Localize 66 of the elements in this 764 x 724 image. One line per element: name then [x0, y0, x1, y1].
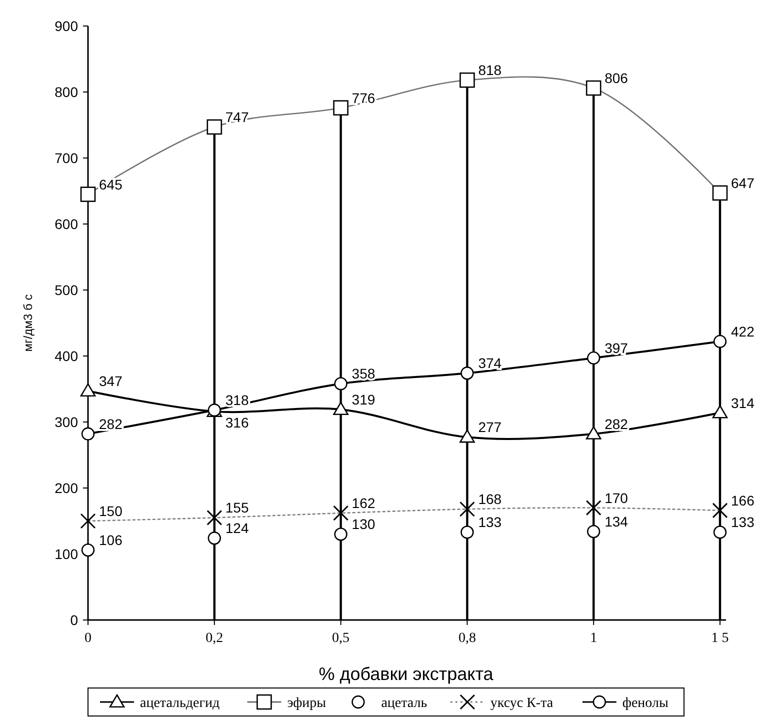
- point: [81, 427, 95, 440]
- data-label: 134: [604, 514, 628, 530]
- point: [587, 524, 600, 538]
- y-tick-label: 600: [54, 216, 78, 232]
- point: [334, 377, 348, 390]
- point: [713, 334, 727, 348]
- x-tick-label: 0,2: [206, 631, 224, 646]
- data-label: 647: [731, 174, 755, 191]
- point: [334, 528, 348, 541]
- y-tick-label: 200: [54, 480, 78, 496]
- data-label: 166: [731, 492, 755, 508]
- y-tick-label: 300: [54, 414, 78, 430]
- data-label: 747: [225, 108, 249, 125]
- data-label: 314: [731, 394, 755, 411]
- point: [81, 543, 95, 557]
- point: [460, 366, 474, 380]
- y-tick-label: 800: [54, 84, 78, 100]
- data-label: 124: [225, 520, 249, 536]
- x-tick-label: 0,8: [458, 631, 476, 646]
- legend-label: эфиры: [287, 696, 327, 711]
- data-label: 374: [478, 355, 502, 372]
- data-label: 282: [604, 416, 628, 432]
- data-label: 170: [604, 490, 628, 506]
- data-label: 319: [352, 391, 376, 408]
- data-label: 776: [352, 90, 376, 106]
- data-label: 806: [604, 70, 628, 86]
- y-tick-label: 900: [54, 18, 78, 34]
- legend-label: ацеталь: [381, 696, 428, 711]
- x-tick-label: 1: [590, 631, 598, 646]
- y-tick-label: 700: [54, 150, 78, 166]
- y-tick-label: 400: [54, 348, 78, 364]
- data-label: 397: [604, 340, 628, 356]
- data-label: 155: [225, 500, 249, 516]
- data-label: 130: [352, 516, 376, 532]
- point: [586, 426, 602, 440]
- point: [208, 532, 221, 545]
- point: [713, 526, 727, 539]
- point: [333, 402, 348, 416]
- legend-label: уксус К-та: [490, 696, 554, 711]
- data-label: 347: [99, 372, 123, 389]
- data-label: 358: [352, 366, 376, 382]
- data-label: 150: [99, 503, 123, 519]
- point: [460, 430, 475, 443]
- data-label: 162: [352, 495, 376, 512]
- legend-label: фенолы: [622, 696, 669, 711]
- point: [460, 526, 474, 539]
- data-label: 818: [478, 62, 502, 78]
- y-axis-title: мг/дм3 б с: [21, 294, 35, 352]
- data-label: 422: [731, 323, 755, 340]
- data-label: 277: [478, 419, 502, 436]
- data-label: 133: [478, 514, 502, 530]
- y-tick-label: 500: [54, 282, 78, 298]
- data-label: 106: [99, 532, 123, 548]
- data-label: 133: [731, 514, 755, 530]
- point: [587, 351, 600, 365]
- y-tick-label: 0: [70, 612, 78, 628]
- data-label: 316: [225, 414, 249, 430]
- point: [712, 405, 728, 418]
- data-label: 645: [99, 176, 123, 192]
- data-label: 168: [478, 491, 502, 508]
- y-tick-label: 100: [54, 546, 78, 562]
- x-tick-label: 0,5: [332, 631, 350, 646]
- x-tick-label: 1 5: [711, 631, 729, 646]
- legend-label: ацетальдегид: [140, 696, 220, 711]
- x-axis-title: % добавки экстракта: [318, 664, 494, 684]
- x-tick-label: 0: [84, 631, 92, 646]
